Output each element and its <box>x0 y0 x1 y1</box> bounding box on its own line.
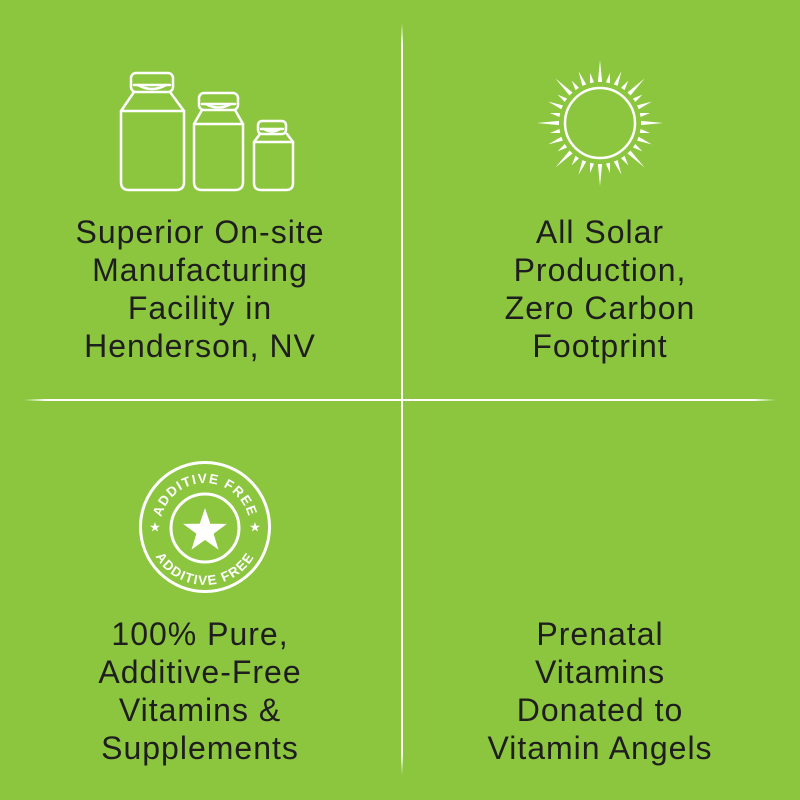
caption-line: Footprint <box>532 328 668 364</box>
additive-free-badge-icon: ADDITIVE FREE ADDITIVE FREE ★ ★ <box>139 461 271 593</box>
quadrant-additive-free: ADDITIVE FREE ADDITIVE FREE ★ ★ 100% Pur… <box>0 400 400 800</box>
divider-horizontal <box>24 399 776 401</box>
caption-line: Production, <box>513 252 687 288</box>
caption-line: Vitamins & <box>118 692 282 728</box>
caption-line: Supplements <box>101 730 299 766</box>
caption-line: Manufacturing <box>92 252 308 288</box>
caption-line: 100% Pure, <box>111 616 289 652</box>
badge-star <box>183 508 227 550</box>
badge-left-star-icon: ★ <box>149 521 161 536</box>
caption-line: Donated to <box>516 692 684 728</box>
caption-line: All Solar <box>535 214 665 250</box>
caption-donation: Prenatal Vitamins Donated to Vitamin Ang… <box>400 615 800 767</box>
caption-line: Additive-Free <box>98 654 302 690</box>
caption-solar: All Solar Production, Zero Carbon Footpr… <box>400 213 800 365</box>
caption-line: Henderson, NV <box>84 328 316 364</box>
caption-line: Zero Carbon <box>504 290 696 326</box>
caption-additive-free: 100% Pure, Additive-Free Vitamins & Supp… <box>0 615 400 767</box>
quadrant-solar: All Solar Production, Zero Carbon Footpr… <box>400 0 800 400</box>
badge-text-bottom: ADDITIVE FREE <box>153 549 257 588</box>
quadrant-donation: 1.7+ BILLION Prenatal Vitamins Donated t… <box>400 400 800 800</box>
caption-line: Superior On-site <box>75 214 325 250</box>
sun-icon <box>537 60 663 186</box>
caption-manufacturing: Superior On-site Manufacturing Facility … <box>0 213 400 365</box>
badge-right-star-icon: ★ <box>249 521 261 536</box>
quadrant-manufacturing: Superior On-site Manufacturing Facility … <box>0 0 400 400</box>
caption-line: Vitamin Angels <box>487 730 713 766</box>
caption-line: Prenatal <box>536 616 664 652</box>
caption-line: Vitamins <box>534 654 666 690</box>
caption-line: Facility in <box>127 290 273 326</box>
bottles-icon <box>119 71 295 192</box>
